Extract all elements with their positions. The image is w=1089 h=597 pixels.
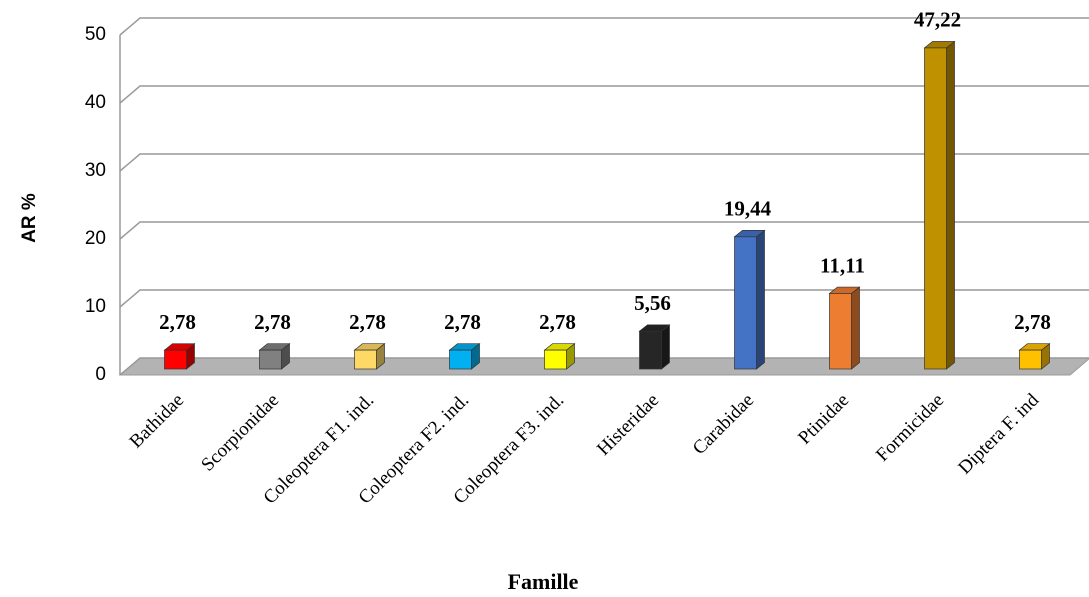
data-label: 47,22 (914, 8, 961, 32)
data-label: 2,78 (254, 310, 291, 334)
bar-front (164, 349, 187, 370)
y-tick-label: 40 (85, 92, 106, 113)
bar-side (851, 286, 860, 370)
bar-front (354, 349, 377, 370)
y-tick-label: 50 (85, 24, 106, 45)
bar (448, 342, 481, 370)
x-tick-label: Scorpionidae (197, 390, 283, 476)
x-tick-label: Ptinidae (794, 390, 853, 449)
bar (923, 40, 956, 370)
bar-front (734, 236, 757, 370)
grid-line (119, 153, 1089, 172)
bar-front (544, 349, 567, 370)
bar-side (946, 40, 955, 370)
bar (638, 324, 671, 370)
y-axis-title: AR % (19, 193, 40, 243)
grid-line (119, 357, 1089, 376)
bar-front (259, 349, 282, 370)
x-tick-label: Formicidae (872, 390, 948, 466)
bar-side (661, 324, 670, 370)
grid-line (119, 85, 1089, 104)
bar (353, 342, 386, 370)
data-label: 2,78 (444, 310, 481, 334)
data-label: 5,56 (634, 291, 671, 315)
bar (1018, 342, 1051, 370)
bar (258, 342, 291, 370)
x-tick-label: Diptera F. ind (954, 389, 1043, 478)
y-tick-label: 10 (85, 296, 106, 317)
bar-front (924, 47, 947, 370)
y-tick-label: 30 (85, 160, 106, 181)
grid-line (119, 17, 1089, 36)
bar (163, 342, 196, 370)
grid-line (119, 221, 1089, 240)
y-tick-label: 0 (95, 364, 106, 385)
data-label: 2,78 (159, 310, 196, 334)
bar-front (1019, 349, 1042, 370)
data-label: 2,78 (349, 310, 386, 334)
bar-front (829, 293, 852, 370)
data-label: 2,78 (539, 310, 576, 334)
data-label: 2,78 (1014, 310, 1051, 334)
y-tick-label: 20 (85, 228, 106, 249)
x-tick-label: Carabidae (689, 390, 758, 459)
bar (828, 286, 861, 370)
x-tick-label: Histeridae (593, 390, 663, 460)
bar-front (449, 349, 472, 370)
data-label: 11,11 (820, 253, 865, 277)
bar-side (756, 229, 765, 370)
x-axis-title: Famille (508, 569, 579, 594)
grid-line (119, 289, 1089, 308)
data-label: 19,44 (724, 197, 772, 221)
bar-front (639, 330, 662, 370)
bar (543, 342, 576, 370)
bar (733, 229, 766, 370)
x-tick-label: Bathidae (126, 390, 189, 453)
